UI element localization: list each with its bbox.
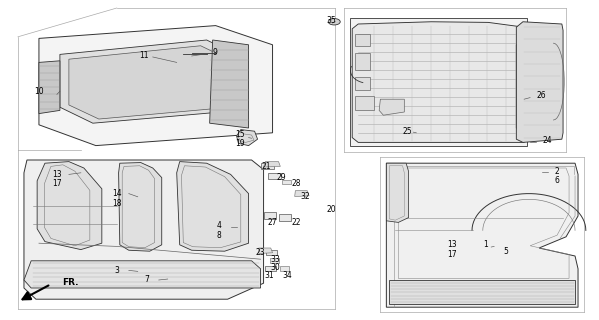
Text: 21: 21 — [262, 162, 271, 171]
Polygon shape — [177, 162, 249, 251]
Text: 11: 11 — [139, 52, 149, 60]
Text: 25: 25 — [403, 127, 412, 136]
Polygon shape — [119, 163, 162, 251]
Polygon shape — [295, 191, 309, 196]
Polygon shape — [268, 173, 281, 179]
Polygon shape — [516, 22, 563, 142]
Text: 33: 33 — [271, 255, 280, 264]
Polygon shape — [355, 77, 370, 90]
Text: 8: 8 — [216, 231, 221, 240]
Polygon shape — [39, 61, 60, 114]
Polygon shape — [350, 18, 527, 146]
Text: 17: 17 — [447, 250, 457, 259]
Polygon shape — [261, 163, 274, 169]
Polygon shape — [264, 212, 276, 219]
Polygon shape — [264, 162, 280, 167]
Text: 28: 28 — [292, 180, 301, 188]
Polygon shape — [265, 266, 276, 271]
Polygon shape — [60, 40, 240, 123]
Text: 19: 19 — [235, 140, 244, 148]
Text: 6: 6 — [554, 176, 559, 185]
Polygon shape — [282, 180, 291, 184]
Polygon shape — [210, 40, 249, 128]
Text: 18: 18 — [112, 199, 122, 208]
Polygon shape — [355, 34, 370, 46]
Text: 14: 14 — [112, 189, 122, 198]
Text: 30: 30 — [271, 263, 280, 272]
Text: 31: 31 — [265, 271, 274, 280]
Text: 35: 35 — [326, 16, 336, 25]
Text: FR.: FR. — [62, 278, 78, 287]
Text: 2: 2 — [554, 167, 559, 176]
Circle shape — [328, 19, 340, 25]
Text: 22: 22 — [292, 218, 301, 227]
Text: 3: 3 — [114, 266, 119, 275]
Polygon shape — [237, 130, 258, 146]
Polygon shape — [279, 214, 291, 221]
Text: 4: 4 — [216, 221, 221, 230]
Text: 34: 34 — [283, 271, 292, 280]
Polygon shape — [24, 160, 264, 299]
Text: 7: 7 — [144, 276, 149, 284]
Text: 24: 24 — [542, 136, 552, 145]
Polygon shape — [355, 96, 374, 110]
Text: 1: 1 — [483, 240, 488, 249]
Polygon shape — [39, 26, 273, 146]
Polygon shape — [386, 163, 409, 222]
Text: 29: 29 — [277, 173, 286, 182]
Text: 32: 32 — [301, 192, 310, 201]
Polygon shape — [352, 22, 526, 142]
Polygon shape — [379, 99, 404, 115]
Text: 20: 20 — [326, 205, 336, 214]
Polygon shape — [386, 163, 578, 307]
Polygon shape — [270, 258, 279, 263]
Polygon shape — [259, 248, 273, 253]
Text: 10: 10 — [34, 87, 44, 96]
Text: 15: 15 — [235, 130, 244, 139]
Text: 13: 13 — [52, 170, 62, 179]
Text: 17: 17 — [52, 180, 62, 188]
Polygon shape — [280, 266, 289, 271]
Polygon shape — [69, 46, 231, 119]
Text: 5: 5 — [504, 247, 509, 256]
Polygon shape — [24, 261, 261, 288]
Text: 13: 13 — [447, 240, 457, 249]
Polygon shape — [389, 280, 575, 304]
Text: 23: 23 — [256, 248, 265, 257]
Text: 27: 27 — [268, 218, 277, 227]
Polygon shape — [37, 162, 102, 250]
Polygon shape — [355, 53, 370, 70]
Text: 26: 26 — [536, 92, 546, 100]
Polygon shape — [266, 250, 277, 255]
Text: 9: 9 — [213, 48, 217, 57]
